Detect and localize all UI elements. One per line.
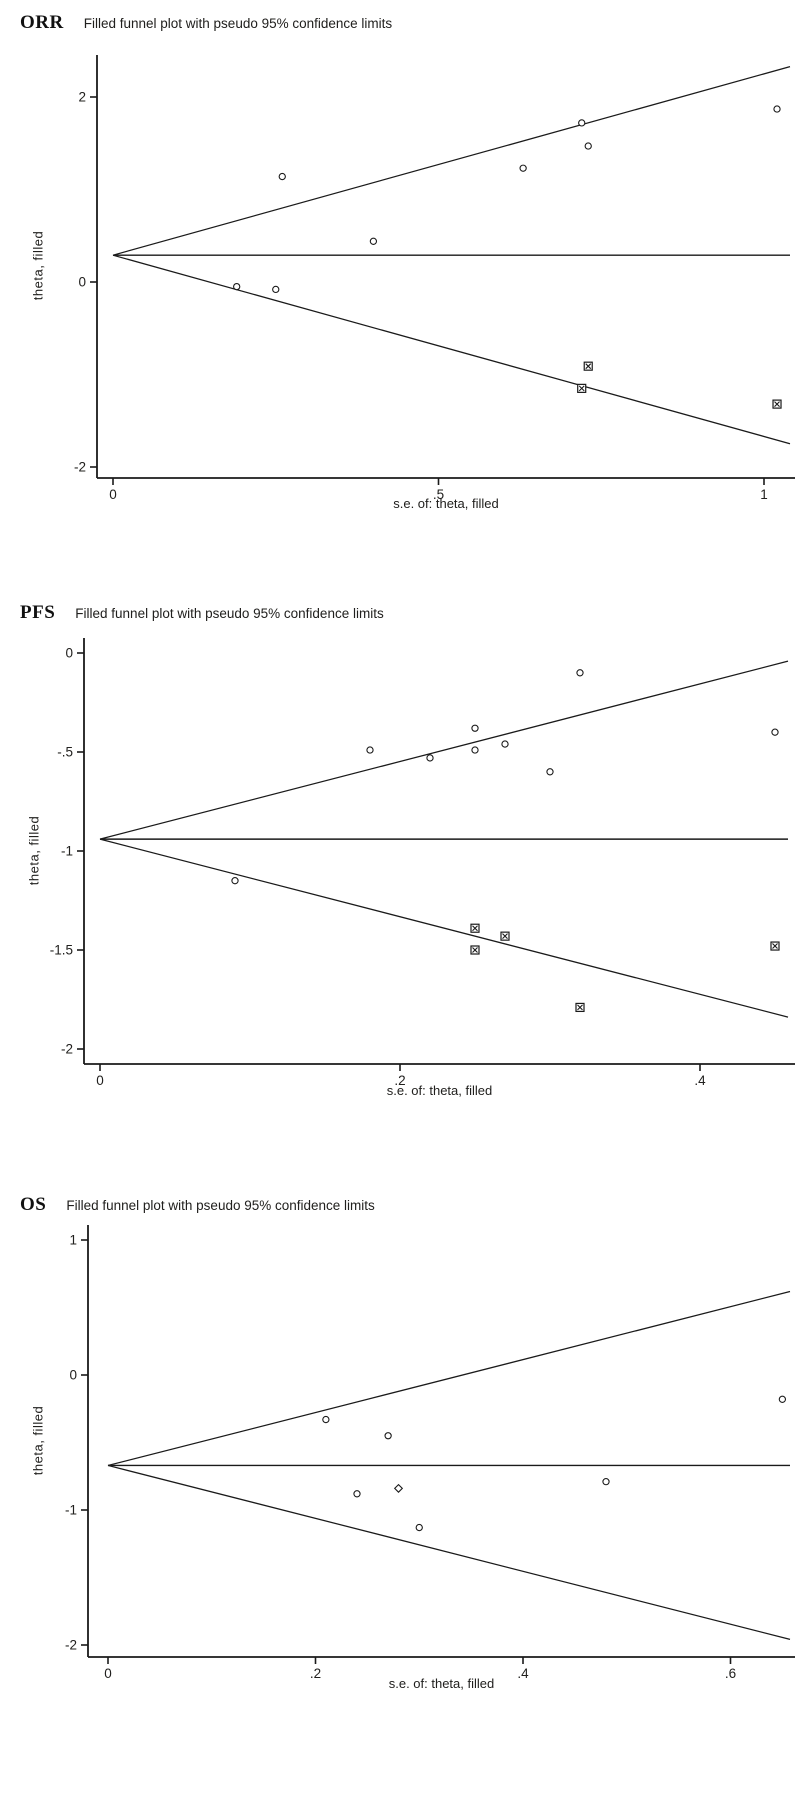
orr-x-axis-title: s.e. of: theta, filled <box>393 496 499 511</box>
pfs-observed-point <box>771 728 779 736</box>
orr-y-tick-label: 2 <box>78 90 86 105</box>
pfs-y-tick-label: -1.5 <box>50 943 73 958</box>
orr-y-tick-label: 0 <box>78 275 86 290</box>
orr-filled-point <box>583 361 593 371</box>
os-lower-ci-line <box>107 1464 791 1640</box>
pfs-plot-title: Filled funnel plot with pseudo 95% confi… <box>75 606 384 621</box>
pfs-x-tick-label: .4 <box>694 1073 706 1088</box>
pfs-funnel-plot: 0 -.5 -1 -1.5 -2 0 .2 .4 <box>50 638 795 1088</box>
os-observed-point <box>353 1490 361 1498</box>
orr-funnel-plot: 2 0 -2 0 .5 1 <box>74 55 795 502</box>
orr-observed-point <box>369 237 378 245</box>
pfs-observed-point <box>231 877 239 885</box>
pfs-observed-point <box>501 740 509 748</box>
orr-observed-point <box>773 105 781 113</box>
orr-observed-point <box>233 282 241 291</box>
pfs-filled-point <box>470 945 480 955</box>
pfs-y-tick-label: -1 <box>61 844 73 859</box>
os-observed-point <box>384 1432 392 1440</box>
os-x-tick-label: 0 <box>104 1666 112 1681</box>
pfs-observed-point <box>576 669 584 677</box>
os-title-row: OS Filled funnel plot with pseudo 95% co… <box>20 1194 375 1216</box>
os-observed-point <box>778 1395 787 1403</box>
pfs-y-tick-label: -2 <box>61 1042 73 1057</box>
os-x-tick-label: .2 <box>310 1666 321 1681</box>
orr-observed-point <box>278 172 286 181</box>
orr-observed-point <box>584 142 592 150</box>
pfs-observed-point <box>546 768 554 776</box>
pfs-filled-point <box>770 941 780 951</box>
pfs-lower-ci-line <box>99 838 789 1018</box>
pfs-observed-point <box>471 746 479 754</box>
os-panel-label: OS <box>20 1194 47 1215</box>
orr-x-tick-label: 0 <box>109 487 117 502</box>
orr-x-tick-label: 1 <box>760 487 768 502</box>
pfs-panel-label: PFS <box>20 602 56 623</box>
pfs-filled-point <box>500 931 510 941</box>
pfs-filled-point <box>575 1002 585 1013</box>
orr-title-row: ORR Filled funnel plot with pseudo 95% c… <box>20 12 392 34</box>
os-y-tick-label: 1 <box>69 1233 77 1248</box>
pfs-y-tick-label: -.5 <box>57 745 73 760</box>
pfs-y-tick-label: 0 <box>65 646 73 661</box>
orr-filled-point <box>577 383 587 393</box>
os-upper-ci-line <box>107 1290 791 1467</box>
os-funnel-plot: 1 0 -1 -2 0 .2 .4 .6 <box>65 1225 795 1681</box>
orr-panel-label: ORR <box>20 12 64 33</box>
pfs-title-row: PFS Filled funnel plot with pseudo 95% c… <box>20 602 384 624</box>
os-observed-point <box>322 1415 330 1424</box>
pfs-observed-point <box>471 724 479 732</box>
pfs-observed-point <box>366 746 374 754</box>
orr-lower-ci-line <box>112 254 791 445</box>
pfs-filled-point <box>470 923 480 933</box>
orr-observed-point <box>272 285 280 294</box>
os-x-tick-label: .4 <box>517 1666 529 1681</box>
orr-x-tick-label: .5 <box>433 487 444 502</box>
pfs-upper-ci-line <box>99 660 789 840</box>
orr-observed-point <box>519 164 527 172</box>
os-y-tick-label: 0 <box>69 1368 77 1383</box>
os-y-tick-label: -1 <box>65 1503 77 1518</box>
os-observed-point <box>415 1523 423 1532</box>
os-plot-title: Filled funnel plot with pseudo 95% confi… <box>66 1198 375 1213</box>
pfs-x-tick-label: 0 <box>96 1073 104 1088</box>
orr-plot-title: Filled funnel plot with pseudo 95% confi… <box>83 16 393 31</box>
orr-y-tick-label: -2 <box>74 460 86 475</box>
pfs-observed-point <box>426 754 434 762</box>
os-diamond-point <box>393 1483 404 1493</box>
os-x-axis-title: s.e. of: theta, filled <box>388 1676 495 1691</box>
os-y-tick-label: -2 <box>65 1638 77 1653</box>
os-observed-point <box>602 1478 610 1486</box>
orr-observed-point <box>578 119 586 127</box>
pfs-x-axis-title: s.e. of: theta, filled <box>386 1083 493 1098</box>
orr-filled-point <box>772 399 782 409</box>
pfs-x-tick-label: .2 <box>394 1073 405 1088</box>
orr-upper-ci-line <box>112 66 791 256</box>
os-x-tick-label: .6 <box>725 1666 736 1681</box>
